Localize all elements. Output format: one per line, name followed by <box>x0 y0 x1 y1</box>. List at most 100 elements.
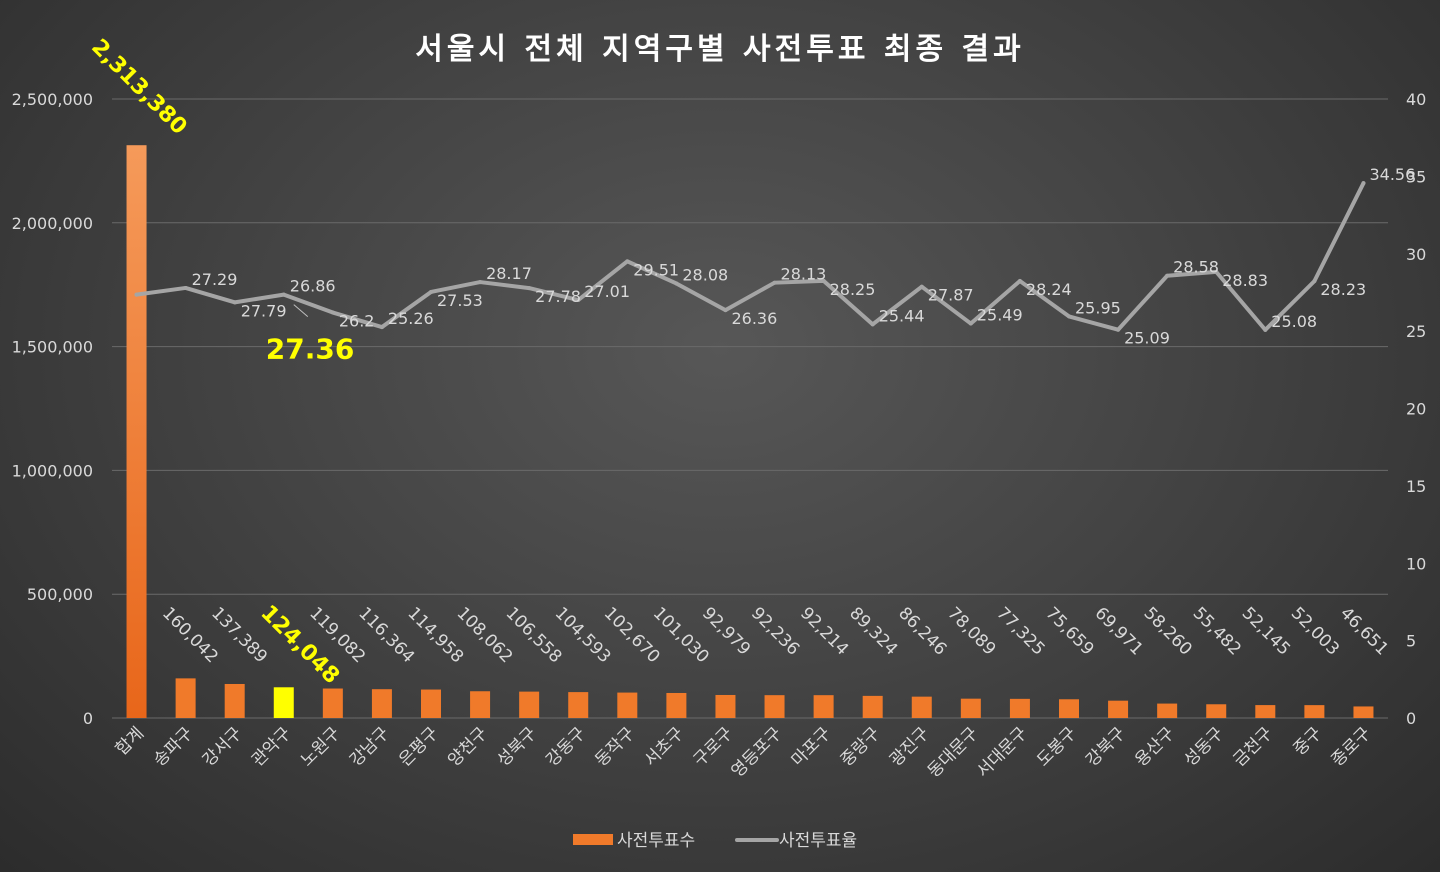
line-data-label: 25.95 <box>1075 298 1121 317</box>
x-tick-label: 합계 <box>112 723 148 759</box>
line-point <box>576 298 581 303</box>
chart-title: 서울시 전체 지역구별 사전투표 최종 결과 <box>415 32 1025 67</box>
y-right-tick-label: 20 <box>1406 400 1426 419</box>
x-tick-label: 강서구 <box>199 723 246 770</box>
bar-노원구 <box>322 688 343 718</box>
line-data-label: 27.01 <box>584 282 630 301</box>
line-data-label: 28.25 <box>830 280 876 299</box>
line-point <box>281 292 286 297</box>
legend-label-bar: 사전투표수 <box>617 831 695 851</box>
x-tick-label: 성동구 <box>1180 723 1227 770</box>
chart-legend: 사전투표수 사전투표율 <box>573 831 857 851</box>
bar-구로구 <box>715 694 736 718</box>
axis-layer: 0 500,000 1,000,000 1,500,000 2,000,000 2,500… <box>12 90 1427 782</box>
bar-서초구 <box>666 692 687 718</box>
y-right-tick-label: 30 <box>1406 245 1426 264</box>
leader-line <box>293 304 309 317</box>
bar-강동구 <box>568 692 589 718</box>
bar-강북구 <box>1108 700 1129 718</box>
y-right-tick-label: 5 <box>1406 632 1416 651</box>
bar-layer <box>126 145 1374 719</box>
line-point <box>723 308 728 313</box>
x-tick-label: 양천구 <box>444 723 491 770</box>
bar-영등포구 <box>764 695 785 718</box>
line-point <box>134 292 139 297</box>
bar-서대문구 <box>1009 698 1030 718</box>
y-left-tick-label: 500,000 <box>27 585 93 604</box>
x-tick-label: 노원구 <box>297 723 344 770</box>
line-point <box>821 278 826 283</box>
line-point <box>1312 279 1317 284</box>
x-tick-label: 서대문구 <box>973 723 1031 781</box>
line-point <box>330 310 335 315</box>
bar-data-label: 58,260 <box>1140 603 1196 659</box>
line-point <box>625 259 630 264</box>
line-data-label: 28.24 <box>1026 280 1072 299</box>
line-data-label: 26.86 <box>290 277 336 296</box>
bar-금천구 <box>1255 705 1276 718</box>
line-data-label: 25.26 <box>388 309 434 328</box>
bar-data-label: 77,325 <box>992 603 1048 659</box>
bar-양천구 <box>470 691 491 718</box>
x-tick-label: 관악구 <box>248 723 295 770</box>
bar-동대문구 <box>960 698 981 718</box>
line-point <box>1361 181 1366 186</box>
x-tick-label: 강동구 <box>542 723 589 770</box>
line-data-label: 28.83 <box>1222 271 1268 290</box>
bar-data-label: 75,659 <box>1041 603 1097 659</box>
x-tick-label: 마포구 <box>788 723 835 770</box>
line-data-label: 26.36 <box>731 309 777 328</box>
x-tick-label: 중구 <box>1290 723 1326 759</box>
line-data-label: 27.87 <box>928 286 974 305</box>
x-tick-label: 영등포구 <box>728 723 786 781</box>
line-point <box>870 322 875 327</box>
line-point <box>772 280 777 285</box>
bar-data-label: 89,324 <box>845 603 901 659</box>
x-tick-label: 종로구 <box>1328 723 1375 770</box>
line-point <box>968 321 973 326</box>
x-tick-label: 광진구 <box>886 723 933 770</box>
line-point <box>919 284 924 289</box>
bar-성동구 <box>1206 704 1227 718</box>
bar-종로구 <box>1353 706 1374 718</box>
line-point <box>1017 278 1022 283</box>
bar-마포구 <box>813 695 834 718</box>
line-point <box>379 325 384 330</box>
x-tick-label: 구로구 <box>690 723 737 770</box>
line-data-label: 28.08 <box>682 265 728 284</box>
x-tick-label: 중랑구 <box>837 723 884 770</box>
line-data-label: 28.13 <box>781 265 827 284</box>
line-data-label: 25.09 <box>1124 329 1170 348</box>
line-point <box>1263 327 1268 332</box>
line-point <box>1116 327 1121 332</box>
x-tick-label: 송파구 <box>150 723 197 770</box>
bar-송파구 <box>175 678 196 718</box>
bar-data-label: 55,482 <box>1189 603 1245 659</box>
line-data-label: 28.17 <box>486 264 532 283</box>
y-left-tick-label: 0 <box>83 709 93 728</box>
y-left-tick-label: 2,500,000 <box>12 90 93 109</box>
y-right-tick-label: 40 <box>1406 90 1426 109</box>
line-data-label: 29.51 <box>633 260 679 279</box>
line-point <box>183 285 188 290</box>
bar-광진구 <box>911 696 932 718</box>
line-layer <box>134 181 1366 332</box>
label-layer: 160,042137,389124,048119,082116,364114,9… <box>86 35 1415 690</box>
bar-data-label: 52,003 <box>1287 603 1343 659</box>
y-right-tick-label: 35 <box>1406 167 1426 186</box>
line-series-사전투표율 <box>134 181 1366 332</box>
x-tick-label: 은평구 <box>395 723 442 770</box>
line-point <box>429 289 433 294</box>
x-tick-label: 용산구 <box>1131 723 1178 770</box>
bar-성북구 <box>519 691 540 718</box>
line-data-label: 27.79 <box>241 301 287 320</box>
bar-동작구 <box>617 692 638 718</box>
bar-중랑구 <box>862 695 883 718</box>
bar-관악구 <box>273 687 294 718</box>
total-data-label: 2,313,380 <box>86 35 191 140</box>
line-data-label: 34.56 <box>1369 165 1415 184</box>
y-right-tick-label: 15 <box>1406 477 1426 496</box>
bar-용산구 <box>1157 703 1178 718</box>
